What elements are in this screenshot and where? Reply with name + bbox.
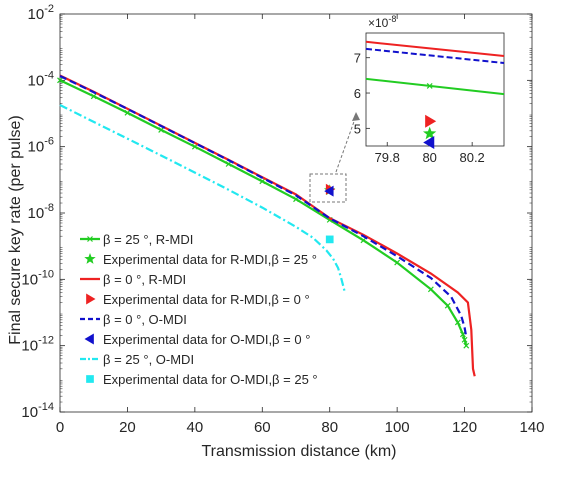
legend-label-5: Experimental data for O-MDI,β = 0 ° xyxy=(103,332,310,347)
series-point-0-11-b xyxy=(427,286,434,293)
x-tick-label: 60 xyxy=(254,419,271,436)
series-point-0-15 xyxy=(461,336,468,343)
series-point-0-13-b xyxy=(454,319,461,326)
inset-y-tick-label: 6 xyxy=(354,86,361,101)
series-point-0-1 xyxy=(90,93,97,100)
series-point-0-6 xyxy=(259,178,266,185)
y-tick-label: 10-8 xyxy=(28,202,54,222)
series-point-0-2-b xyxy=(124,109,131,116)
x-axis-label: Transmission distance (km) xyxy=(201,443,396,460)
series-point-0-10-b xyxy=(394,259,401,266)
y-tick-label: 10-6 xyxy=(28,136,54,156)
series-point-0-16 xyxy=(463,342,470,349)
y-tick-label: 10-14 xyxy=(21,401,54,421)
series-point-0-15-b xyxy=(461,336,468,343)
series-line-6 xyxy=(59,104,346,293)
series-point-0-5 xyxy=(225,161,232,167)
inset-marker-2 xyxy=(423,135,435,149)
series-point-0-0-b xyxy=(57,77,63,84)
series-point-0-12 xyxy=(444,302,451,309)
legend-label-0: β = 25 °, R-MDI xyxy=(103,232,193,247)
y-axis-label: Final secure key rate (per pulse) xyxy=(7,115,24,344)
series-point-0-3-b xyxy=(158,126,165,133)
zoom-box xyxy=(309,173,347,203)
series-line-4 xyxy=(59,75,468,338)
inset-y-tick-label: 5 xyxy=(354,121,361,136)
legend-label-4: β = 0 °, O-MDI xyxy=(103,312,187,327)
series-point-0-9 xyxy=(360,237,367,244)
inset-line-1 xyxy=(365,47,505,64)
legend-x-marker-0-b xyxy=(87,236,93,242)
inset-x-tick-label: 79.8 xyxy=(375,150,400,165)
legend-x-marker-0 xyxy=(87,236,93,242)
x-tick-label: 40 xyxy=(187,419,204,436)
data-point-5-0 xyxy=(324,185,334,197)
inset-x-tick-label: 80.2 xyxy=(459,150,484,165)
inset-y-exponent: ×10-8 xyxy=(368,14,396,30)
legend-marker-7 xyxy=(86,375,94,383)
series-point-0-6-b xyxy=(259,178,266,185)
inset-line-2 xyxy=(365,77,505,96)
legend-marker-3 xyxy=(86,293,96,305)
legend-label-1: Experimental data for R-MDI,β = 25 ° xyxy=(103,252,317,267)
legend-label-6: β = 25 °, O-MDI xyxy=(103,352,194,367)
inset-frame xyxy=(365,32,505,147)
inset-plot: 79.8 80 80.2 5 6 7 ×10-8 xyxy=(354,14,505,165)
series-point-0-1-b xyxy=(90,93,97,100)
legend-label-7: Experimental data for O-MDI,β = 25 ° xyxy=(103,372,318,387)
series-point-0-4 xyxy=(191,143,198,150)
x-tick-label: 140 xyxy=(519,419,544,436)
series-point-0-2 xyxy=(124,109,131,116)
inset-y-tick-label: 7 xyxy=(354,51,361,66)
series-point-0-16-b xyxy=(463,342,470,349)
series-point-0-4-b xyxy=(191,143,198,150)
legend-marker-1 xyxy=(84,253,96,264)
y-tick-label: 10-12 xyxy=(21,335,54,355)
x-tick-label: 0 xyxy=(56,419,64,436)
series-point-0-5-b xyxy=(225,161,232,167)
y-tick-label: 10-10 xyxy=(21,268,54,288)
series-point-0-10 xyxy=(394,259,401,266)
inset-line-marker-2 xyxy=(426,82,433,89)
zoom-arrowhead xyxy=(352,112,360,121)
legend: β = 25 °, R-MDI Experimental data for R-M… xyxy=(80,232,318,387)
x-tick-label: 100 xyxy=(385,419,410,436)
inset-x-tick-label: 80 xyxy=(422,150,436,165)
series-point-0-11 xyxy=(427,286,434,293)
inset-line-marker-2-b xyxy=(426,82,433,89)
x-tick-label: 120 xyxy=(452,419,477,436)
y-tick-label: 10-2 xyxy=(28,3,54,23)
legend-label-2: β = 0 °, R-MDI xyxy=(103,272,186,287)
series-point-0-0 xyxy=(57,77,63,84)
inset-marker-0 xyxy=(425,114,437,128)
series-point-0-13 xyxy=(454,319,461,326)
inset-line-0 xyxy=(365,40,505,57)
series-point-0-9-b xyxy=(360,237,367,244)
y-tick-label: 10-4 xyxy=(28,69,54,89)
inset-marker-1 xyxy=(423,126,437,140)
x-tick-label: 80 xyxy=(321,419,338,436)
series-point-0-3 xyxy=(158,126,165,133)
data-point-7-0 xyxy=(325,235,334,244)
series-point-0-12-b xyxy=(444,302,451,309)
legend-marker-5 xyxy=(84,333,94,345)
legend-label-3: Experimental data for R-MDI,β = 0 ° xyxy=(103,292,310,307)
x-tick-label: 20 xyxy=(119,419,136,436)
